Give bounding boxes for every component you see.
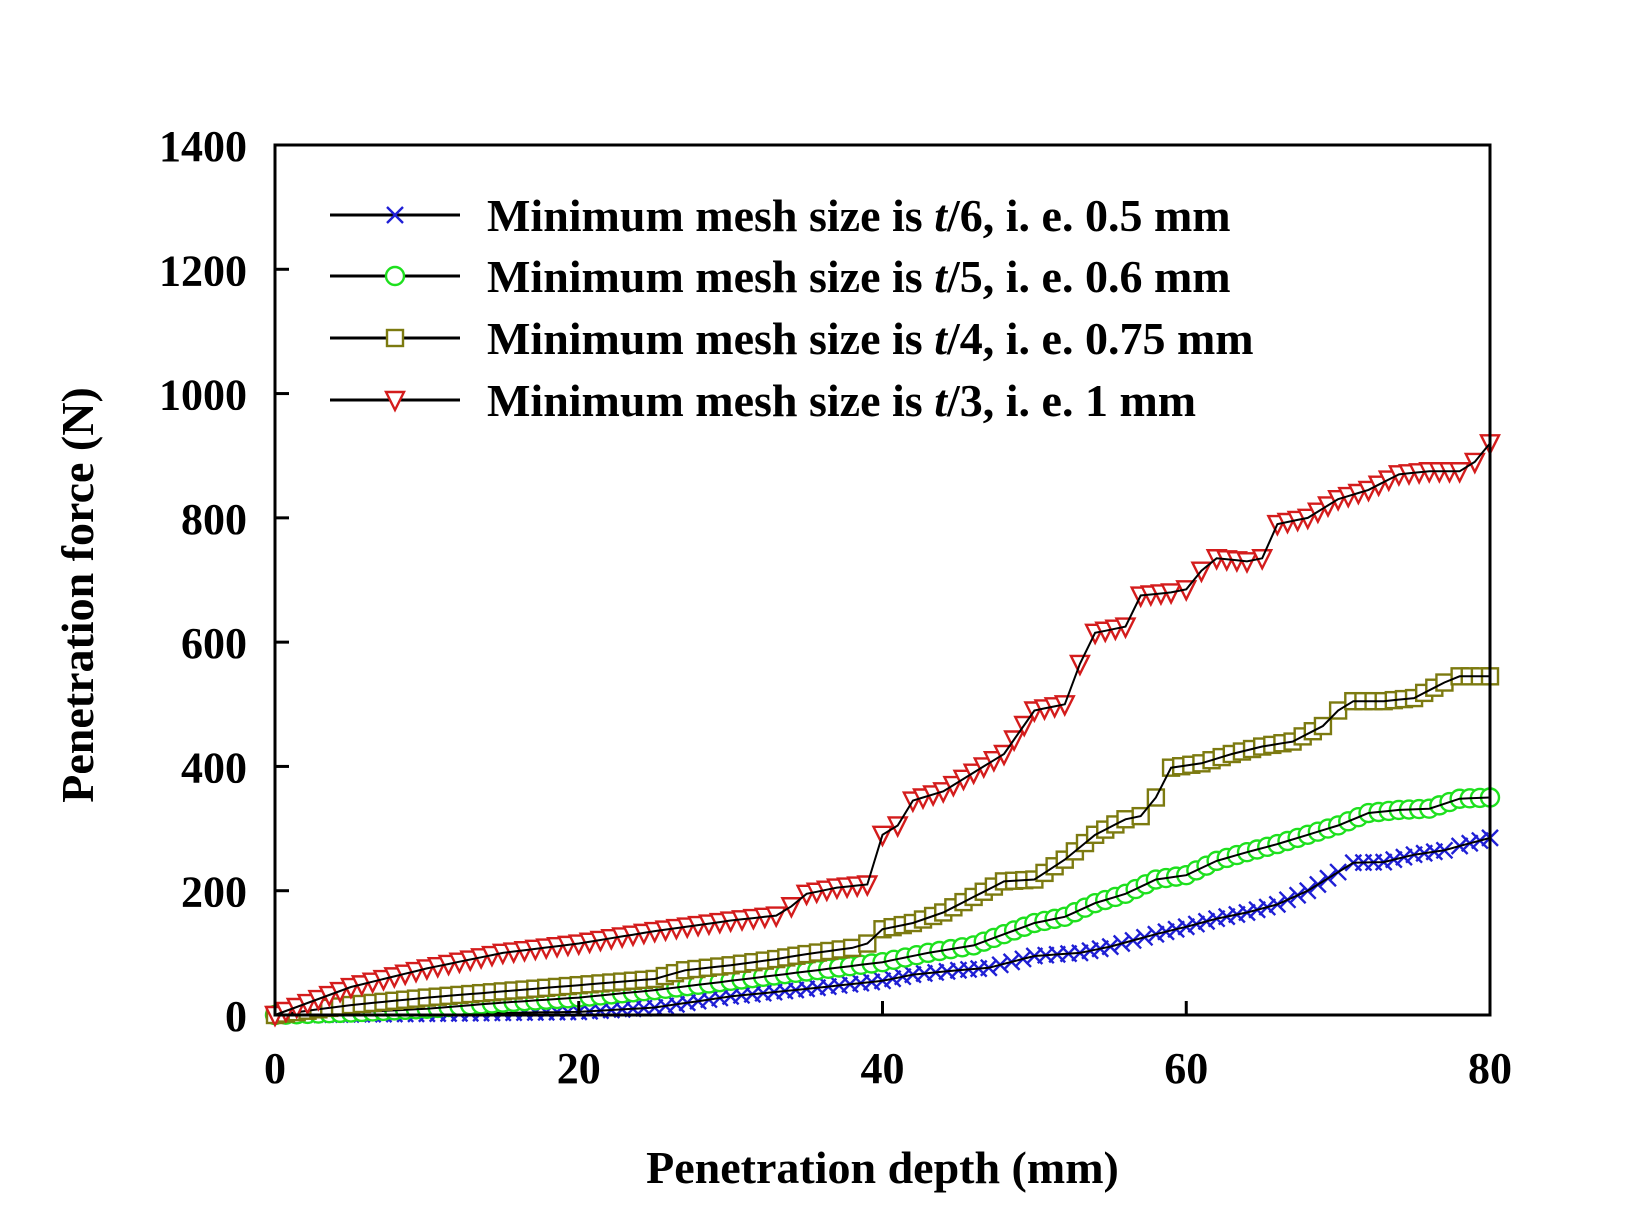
legend-marker — [384, 265, 406, 287]
legend-entry-3: Minimum mesh size is t/4, i. e. 0.75 mm — [330, 313, 1254, 364]
legend-label: Minimum mesh size is t/3, i. e. 1 mm — [487, 375, 1196, 426]
legend-label: Minimum mesh size is t/4, i. e. 0.75 mm — [487, 313, 1254, 364]
y-tick-label: 800 — [181, 495, 247, 544]
y-tick-label: 0 — [225, 992, 247, 1041]
x-tick-label: 20 — [557, 1044, 601, 1093]
legend-label: Minimum mesh size is t/6, i. e. 0.5 mm — [487, 190, 1231, 241]
y-tick-label: 1000 — [159, 371, 247, 420]
x-tick-label: 60 — [1164, 1044, 1208, 1093]
y-tick-label: 600 — [181, 619, 247, 668]
legend: Minimum mesh size is t/6, i. e. 0.5 mm Mi… — [330, 190, 1254, 426]
y-tick-label: 400 — [181, 743, 247, 792]
legend-entry-1: Minimum mesh size is t/6, i. e. 0.5 mm — [330, 190, 1231, 241]
legend-marker — [386, 206, 404, 224]
y-tick-label: 1200 — [159, 246, 247, 295]
x-tick-label: 40 — [861, 1044, 905, 1093]
x-axis-label: Penetration depth (mm) — [646, 1142, 1119, 1193]
legend-marker — [385, 328, 405, 348]
series-3-line — [274, 675, 1490, 1016]
y-tick-label: 1400 — [159, 122, 247, 171]
legend-label: Minimum mesh size is t/5, i. e. 0.6 mm — [487, 251, 1231, 302]
x-tick-label: 0 — [264, 1044, 286, 1093]
series-3 — [265, 667, 1500, 1025]
legend-entry-4: Minimum mesh size is t/3, i. e. 1 mm — [330, 375, 1196, 426]
x-tick-label: 80 — [1468, 1044, 1512, 1093]
y-axis-label: Penetration force (N) — [52, 387, 103, 803]
legend-marker — [384, 390, 406, 413]
series-4-line — [274, 442, 1491, 1016]
series-2-line — [274, 796, 1491, 1016]
legend-entry-2: Minimum mesh size is t/5, i. e. 0.6 mm — [330, 251, 1231, 302]
series-4 — [264, 434, 1501, 1028]
series-layer — [264, 434, 1501, 1028]
y-tick-label: 200 — [181, 868, 247, 917]
